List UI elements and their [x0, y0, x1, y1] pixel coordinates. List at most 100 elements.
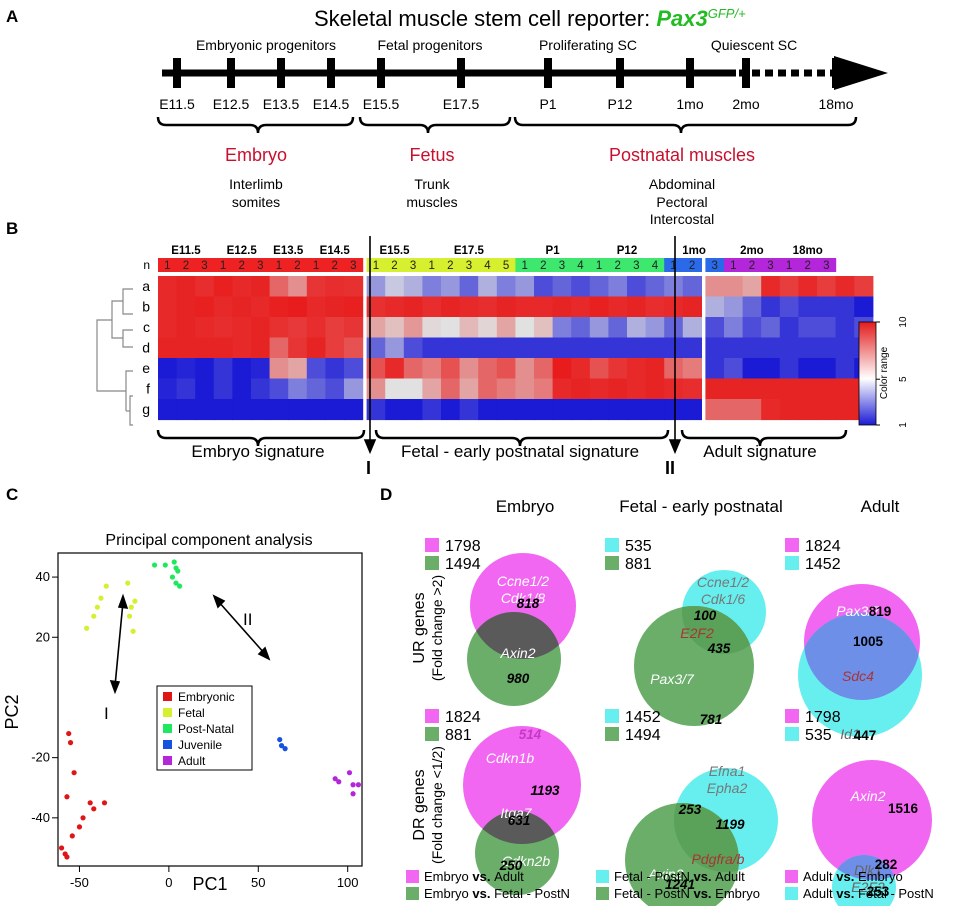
signature-separators	[363, 236, 682, 455]
heatmap-cell	[534, 337, 554, 359]
pca-legend-swatch	[163, 740, 172, 749]
heatmap-cell	[403, 378, 423, 400]
venn-count-label: 781	[700, 712, 723, 727]
color-scale-bar	[858, 321, 877, 426]
venn-count-label: 980	[507, 671, 530, 686]
sample-number: 1	[596, 260, 602, 272]
venn-gene-label: Axin2	[647, 866, 683, 882]
heatmap-cell	[724, 337, 744, 359]
timepoint-label: E11.5	[159, 96, 195, 112]
venn-count: 1494	[625, 727, 661, 744]
venn-count-swatch	[425, 727, 439, 741]
sample-bar-cell	[645, 258, 665, 272]
heatmap-group-label: E13.5	[273, 245, 304, 257]
pca-plot-frame	[57, 552, 363, 867]
phase-name-postnatal: Postnatal muscles	[609, 145, 755, 165]
heatmap-cell	[459, 399, 479, 421]
heatmap-cell	[835, 276, 855, 298]
heatmap-cell	[761, 337, 781, 359]
venn-count-label: 253	[867, 884, 890, 899]
panel-d: D Embryo Fetal - early postnatal Adult U…	[380, 485, 934, 906]
pca-x-tick-label: 0	[165, 875, 172, 890]
heatmap-cell	[385, 358, 405, 380]
venn-count: 1798	[445, 538, 481, 555]
heatmap-row-label: d	[142, 340, 150, 356]
pca-point	[355, 782, 362, 788]
heatmap-cell	[627, 276, 647, 298]
heatmap-cell	[158, 317, 178, 339]
heatmap-cell	[682, 337, 702, 359]
heatmap-cell	[589, 378, 609, 400]
venn-gene-label: Axin2	[849, 788, 885, 804]
venn-legend-label: Adult vs. Fetal - PostN	[803, 886, 934, 901]
sample-bar-cell	[269, 258, 289, 272]
sample-number: 2	[391, 260, 397, 272]
timeline-arrow	[162, 56, 888, 90]
pca-y-tick-label: 20	[36, 629, 50, 644]
heatmap-cell	[232, 337, 252, 359]
heatmap-cell	[478, 337, 498, 359]
heatmap-cell	[158, 276, 178, 298]
heatmap-cell	[195, 296, 215, 318]
heatmap-cell	[344, 399, 364, 421]
heatmap-cell	[496, 296, 516, 318]
venn-count-swatch	[785, 556, 799, 570]
heatmap-cell	[459, 378, 479, 400]
heatmap-cell	[664, 276, 684, 298]
pca-point	[91, 613, 97, 619]
venn-count-swatch	[605, 538, 619, 552]
venn-intersection	[682, 606, 754, 654]
heatmap-cell	[459, 317, 479, 339]
panel-label-b: B	[6, 219, 18, 238]
timepoint-label: E15.5	[363, 96, 400, 112]
pca-point	[71, 770, 77, 776]
svg-text:UR genes: UR genes	[411, 592, 428, 663]
venn-gene-label: Cdkn2b	[502, 853, 550, 869]
venn-count: 881	[445, 727, 472, 744]
tissue-postnatal-3: Intercostal	[650, 211, 715, 227]
heatmap-cell	[344, 317, 364, 339]
venn-count-swatch	[605, 556, 619, 570]
sample-number: 2	[804, 260, 810, 272]
heatmap-cell	[571, 296, 591, 318]
heatmap-cell	[779, 337, 799, 359]
venn-count-label: 435	[707, 641, 731, 656]
venn-intersection	[832, 855, 896, 880]
sample-bar-cell	[459, 258, 479, 272]
sample-number: 4	[652, 260, 659, 272]
sample-number: 2	[183, 260, 189, 272]
pca-point	[332, 776, 338, 782]
heatmap-cell	[705, 296, 725, 318]
heatmap-cell	[269, 337, 289, 359]
heatmap-cell	[385, 296, 405, 318]
pca-legend-swatch	[163, 724, 172, 733]
pca-legend-label: Fetal	[178, 706, 205, 720]
sample-number: 2	[614, 260, 620, 272]
sample-bar-cell	[251, 258, 271, 272]
sample-bar-cell	[534, 258, 554, 272]
stage-label-quiescent: Quiescent SC	[711, 37, 797, 53]
heatmap-cell	[835, 317, 855, 339]
heatmap-cell	[798, 296, 818, 318]
sample-bar-cell	[779, 258, 799, 272]
sample-number: 3	[201, 260, 207, 272]
venn-gene-label: Cdkn1b	[486, 750, 534, 766]
sample-number: 1	[313, 260, 319, 272]
heatmap-cell	[664, 317, 684, 339]
heatmap-cell	[534, 317, 554, 339]
timeline-tick	[742, 58, 750, 88]
heatmap-cell	[515, 337, 535, 359]
heatmap-cell	[344, 358, 364, 380]
sample-bar-cell	[817, 258, 837, 272]
heatmap-cell	[232, 399, 252, 421]
heatmap-cell	[608, 337, 628, 359]
heatmap-cell	[403, 358, 423, 380]
heatmap-cell	[534, 378, 554, 400]
heatmap-cell	[288, 399, 308, 421]
heatmap-row-label: e	[142, 360, 150, 376]
heatmap-cell	[682, 276, 702, 298]
timeline-tick	[457, 58, 465, 88]
heatmap-cell	[176, 378, 196, 400]
